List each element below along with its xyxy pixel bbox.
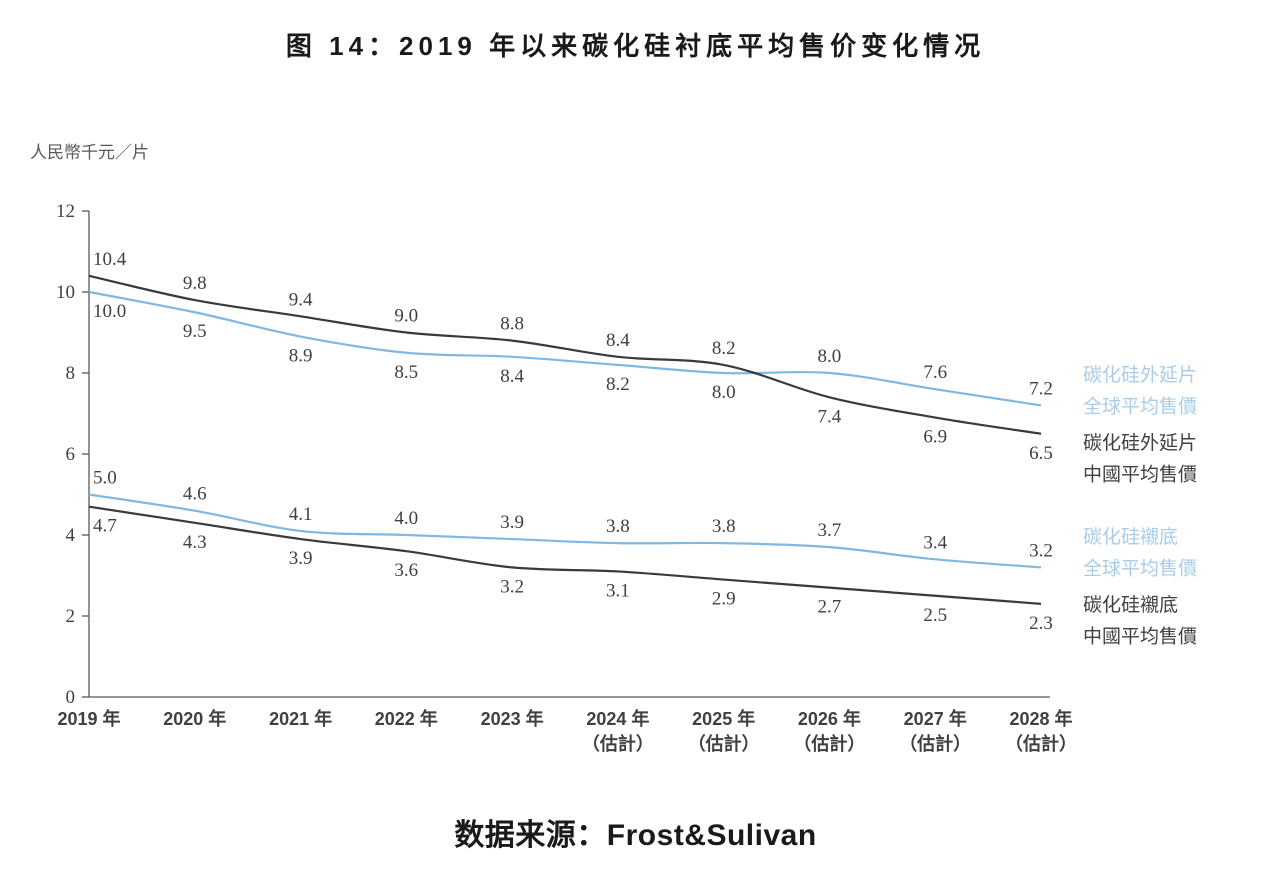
svg-text:8.9: 8.9	[289, 346, 313, 367]
svg-text:3.2: 3.2	[1029, 540, 1053, 561]
svg-text:3.4: 3.4	[923, 532, 947, 553]
svg-text:4.7: 4.7	[93, 516, 117, 537]
svg-text:8.4: 8.4	[606, 330, 630, 351]
svg-text:6.5: 6.5	[1029, 443, 1053, 464]
svg-text:8.2: 8.2	[606, 374, 630, 395]
svg-text:3.1: 3.1	[606, 581, 630, 602]
svg-text:3.7: 3.7	[818, 520, 842, 541]
svg-text:4.1: 4.1	[289, 504, 313, 525]
svg-text:（估計）: （估計）	[688, 733, 760, 754]
svg-text:2020 年: 2020 年	[163, 708, 226, 729]
svg-text:4.0: 4.0	[394, 508, 418, 529]
svg-text:2.9: 2.9	[712, 589, 736, 610]
svg-text:8.5: 8.5	[394, 362, 418, 383]
svg-text:6: 6	[66, 444, 76, 465]
svg-text:2.7: 2.7	[818, 597, 842, 618]
svg-text:0: 0	[66, 687, 76, 708]
svg-text:3.6: 3.6	[394, 560, 418, 581]
svg-text:全球平均售價: 全球平均售價	[1083, 558, 1197, 580]
svg-text:2022 年: 2022 年	[375, 708, 438, 729]
svg-text:8.0: 8.0	[818, 346, 842, 367]
svg-text:4.6: 4.6	[183, 484, 207, 505]
svg-text:3.9: 3.9	[289, 548, 313, 569]
svg-text:8.8: 8.8	[500, 314, 524, 335]
svg-text:碳化硅外延片: 碳化硅外延片	[1083, 364, 1197, 386]
svg-text:7.6: 7.6	[923, 362, 947, 383]
svg-text:8.2: 8.2	[712, 338, 736, 359]
svg-text:2: 2	[66, 606, 76, 627]
svg-text:8.4: 8.4	[500, 366, 524, 387]
svg-text:（估計）: （估計）	[1005, 733, 1077, 754]
svg-text:3.8: 3.8	[712, 516, 736, 537]
svg-text:10.4: 10.4	[93, 249, 127, 270]
svg-text:（估計）: （估計）	[582, 733, 654, 754]
svg-text:3.2: 3.2	[500, 576, 524, 597]
svg-text:7.2: 7.2	[1029, 378, 1053, 399]
svg-text:碳化硅襯底: 碳化硅襯底	[1083, 594, 1178, 616]
svg-text:碳化硅襯底: 碳化硅襯底	[1083, 526, 1178, 548]
svg-text:4: 4	[66, 525, 76, 546]
svg-text:2028 年: 2028 年	[1009, 708, 1072, 729]
svg-text:（估計）: （估計）	[793, 733, 865, 754]
svg-text:2023 年: 2023 年	[481, 708, 544, 729]
svg-text:2024 年: 2024 年	[586, 708, 649, 729]
svg-text:9.5: 9.5	[183, 321, 207, 342]
svg-text:4.3: 4.3	[183, 532, 207, 553]
svg-text:2025 年: 2025 年	[692, 708, 755, 729]
svg-text:9.0: 9.0	[394, 306, 418, 327]
svg-text:中國平均售價: 中國平均售價	[1083, 626, 1197, 648]
svg-text:10: 10	[56, 282, 75, 303]
svg-text:9.8: 9.8	[183, 273, 207, 294]
svg-text:2021 年: 2021 年	[269, 708, 332, 729]
svg-text:中國平均售價: 中國平均售價	[1083, 464, 1197, 486]
svg-text:2.3: 2.3	[1029, 613, 1053, 634]
svg-text:12: 12	[56, 201, 75, 222]
svg-text:3.8: 3.8	[606, 516, 630, 537]
svg-text:2026 年: 2026 年	[798, 708, 861, 729]
svg-text:10.0: 10.0	[93, 301, 126, 322]
svg-text:2.5: 2.5	[923, 605, 947, 626]
svg-text:7.4: 7.4	[818, 406, 842, 427]
svg-text:6.9: 6.9	[923, 427, 947, 448]
svg-text:2019 年: 2019 年	[57, 708, 120, 729]
svg-text:8.0: 8.0	[712, 382, 736, 403]
svg-text:（估計）: （估計）	[899, 733, 971, 754]
svg-text:2027 年: 2027 年	[904, 708, 967, 729]
svg-text:8: 8	[66, 363, 76, 384]
svg-text:9.4: 9.4	[289, 289, 313, 310]
svg-text:5.0: 5.0	[93, 468, 117, 489]
svg-text:全球平均售價: 全球平均售價	[1083, 396, 1197, 418]
svg-text:碳化硅外延片: 碳化硅外延片	[1083, 432, 1197, 454]
svg-text:3.9: 3.9	[500, 512, 524, 533]
